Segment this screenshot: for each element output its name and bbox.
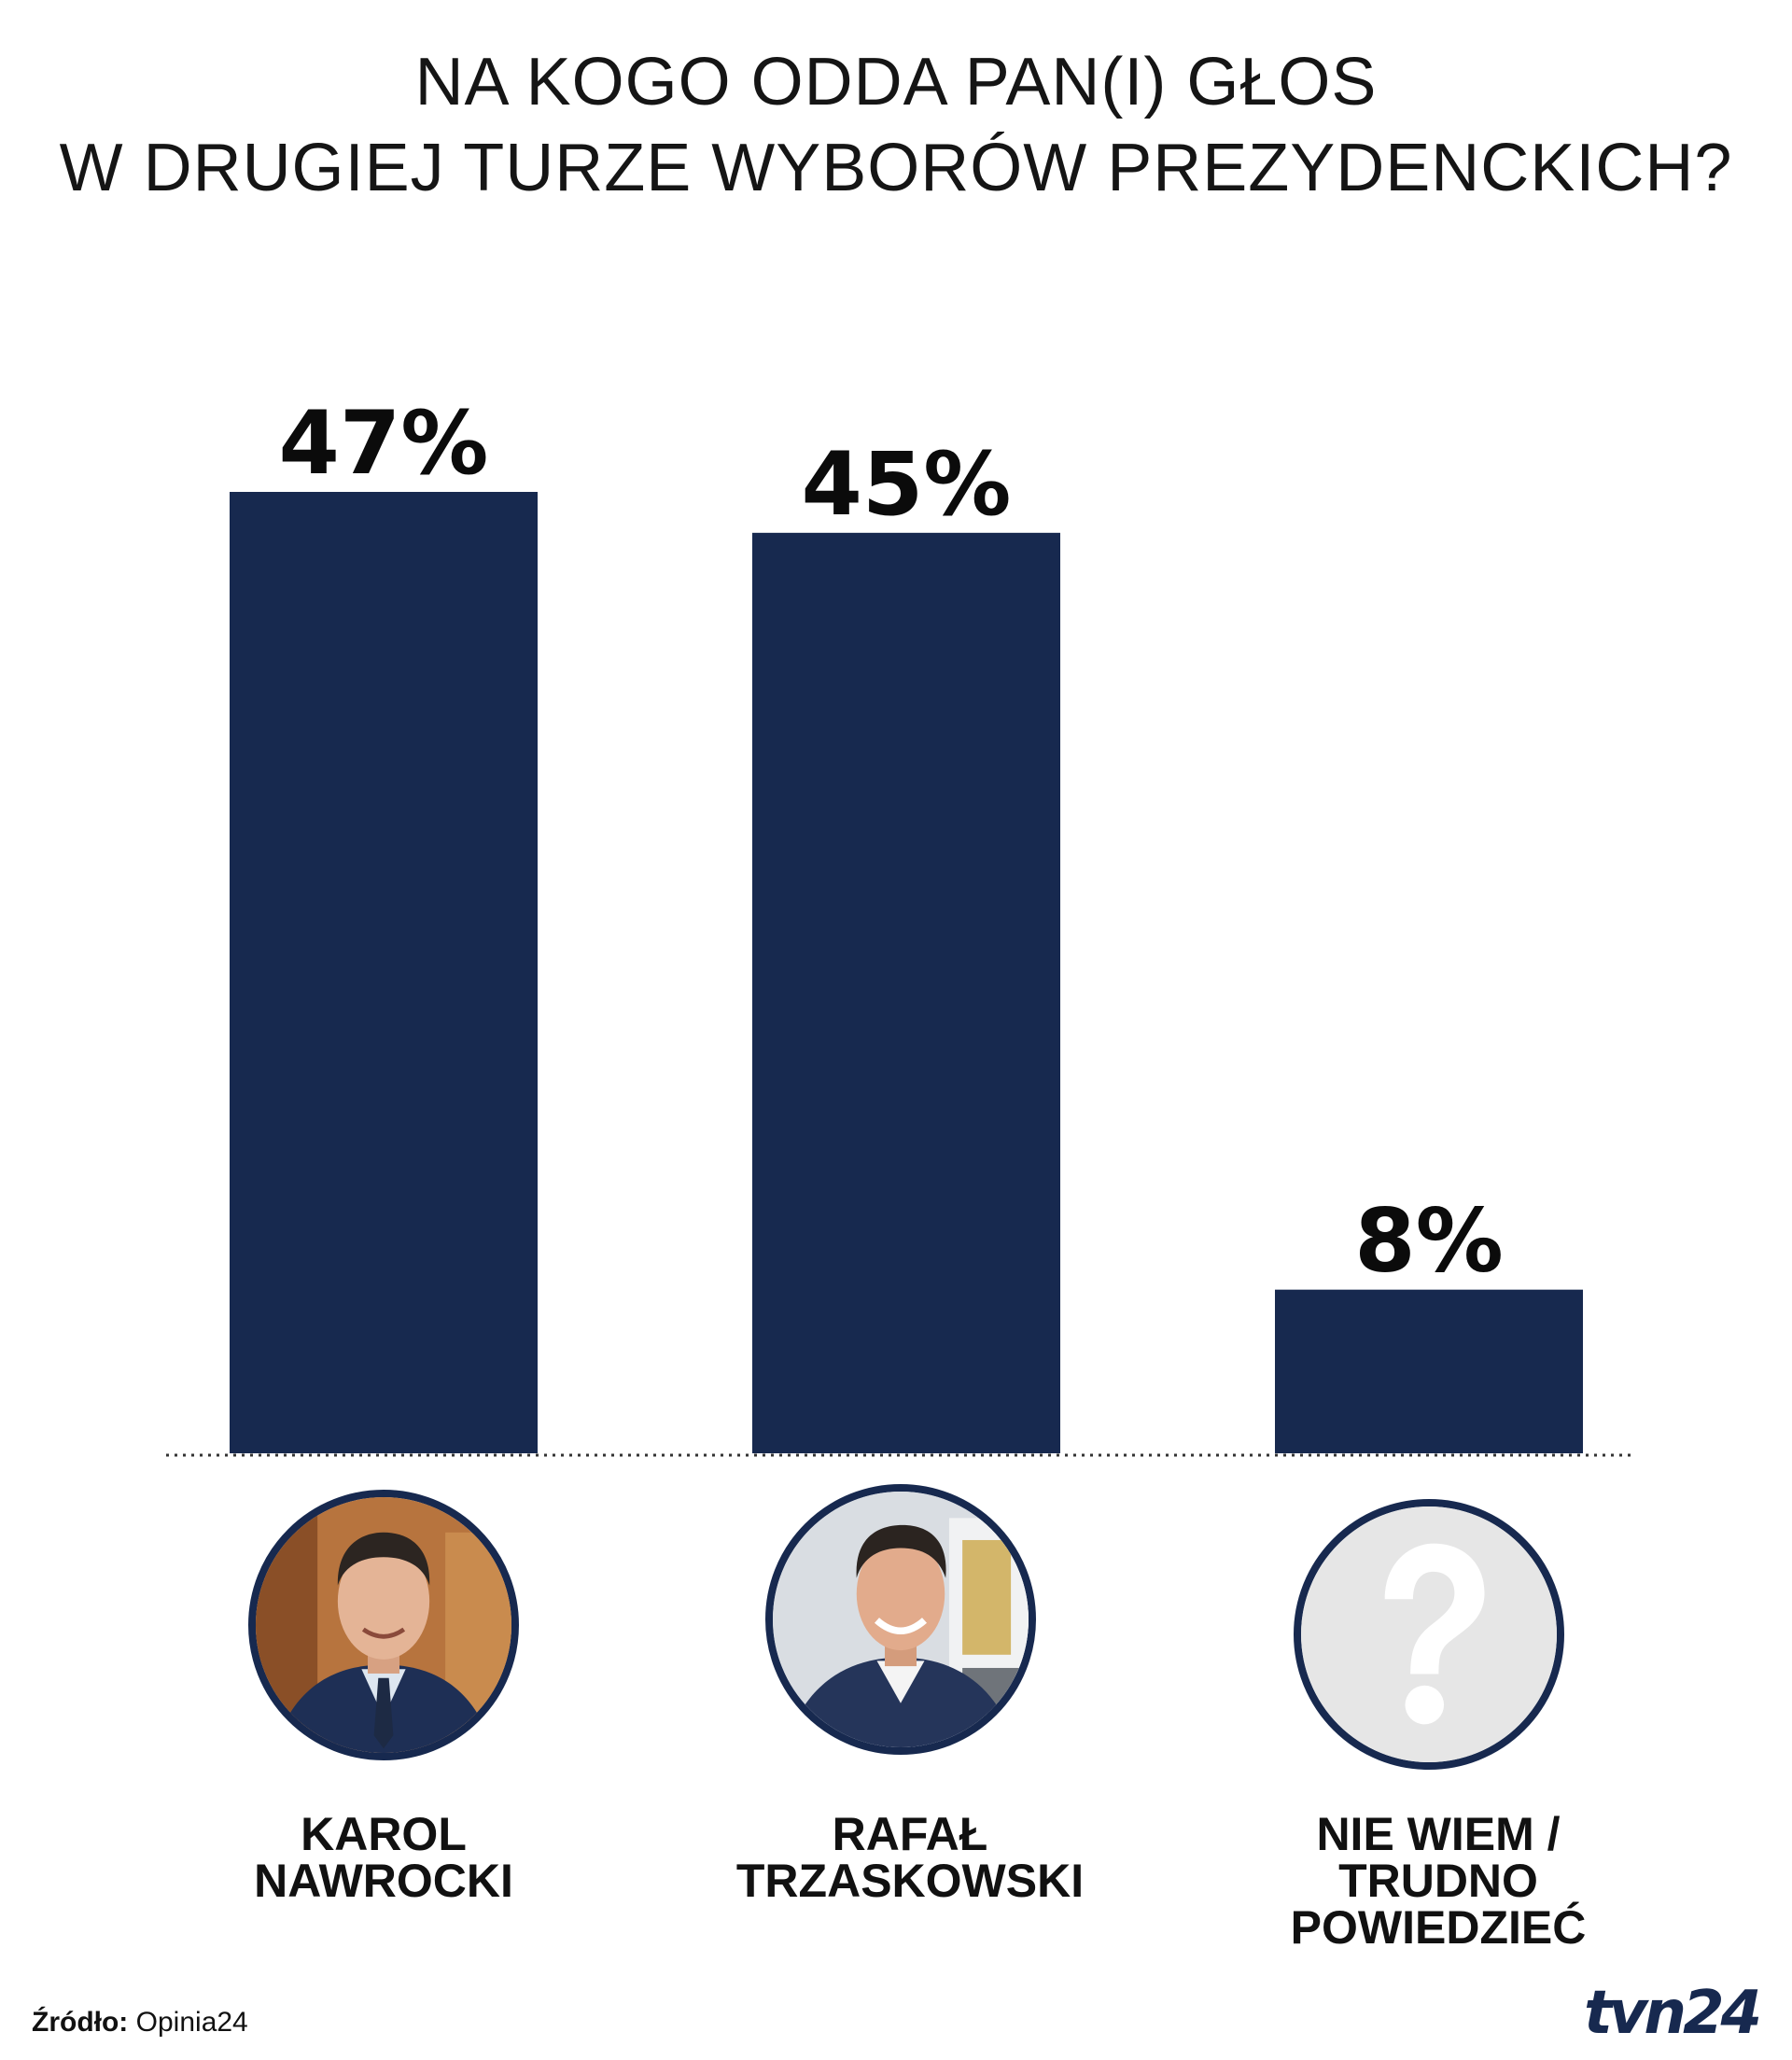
person-photo-icon bbox=[773, 1492, 1029, 1747]
avatar-karol-nawrocki bbox=[248, 1490, 519, 1760]
category-label-line: RAFAŁ bbox=[832, 1808, 988, 1860]
avatar-undecided bbox=[1294, 1499, 1564, 1770]
category-label-karol-nawrocki: KAROL NAWROCKI bbox=[141, 1811, 626, 1904]
bar-undecided bbox=[1275, 1289, 1583, 1453]
data-label-karol-nawrocki: 47% bbox=[279, 393, 489, 495]
category-label-line: POWIEDZIEĆ bbox=[1290, 1901, 1587, 1954]
bar-chart: 47% 45% 8% bbox=[166, 393, 1631, 1457]
bar-rafal-trzaskowski bbox=[752, 532, 1060, 1453]
category-label-line: TRUDNO bbox=[1338, 1855, 1538, 1907]
category-label-rafal-trzaskowski: RAFAŁ TRZASKOWSKI bbox=[667, 1811, 1153, 1904]
chart-title: NA KOGO ODDA PAN(I) GŁOS W DRUGIEJ TURZE… bbox=[0, 39, 1792, 211]
category-label-line: NAWROCKI bbox=[254, 1855, 513, 1907]
source-label: Źródło: bbox=[32, 2007, 129, 2038]
source-value: Opinia24 bbox=[135, 2007, 248, 2038]
question-mark-icon bbox=[1301, 1506, 1557, 1762]
title-line-1: NA KOGO ODDA PAN(I) GŁOS bbox=[414, 45, 1378, 119]
category-label-undecided: NIE WIEM / TRUDNO POWIEDZIEĆ bbox=[1196, 1811, 1681, 1951]
bar-karol-nawrocki bbox=[230, 492, 538, 1453]
title-line-2: W DRUGIEJ TURZE WYBORÓW PREZYDENCKICH? bbox=[59, 131, 1733, 205]
category-label-line: NIE WIEM / bbox=[1316, 1808, 1561, 1860]
data-label-undecided: 8% bbox=[1354, 1191, 1504, 1293]
category-label-line: KAROL bbox=[301, 1808, 467, 1860]
data-label-rafal-trzaskowski: 45% bbox=[802, 434, 1012, 536]
person-photo-icon bbox=[256, 1497, 511, 1753]
category-label-line: TRZASKOWSKI bbox=[735, 1855, 1085, 1907]
avatar-rafal-trzaskowski bbox=[765, 1484, 1036, 1755]
tvn24-logo: tvn24 bbox=[1584, 1979, 1762, 2048]
bars-layer: 47% 45% 8% bbox=[230, 393, 1583, 1453]
source-note: Źródło: Opinia24 bbox=[32, 2007, 248, 2039]
